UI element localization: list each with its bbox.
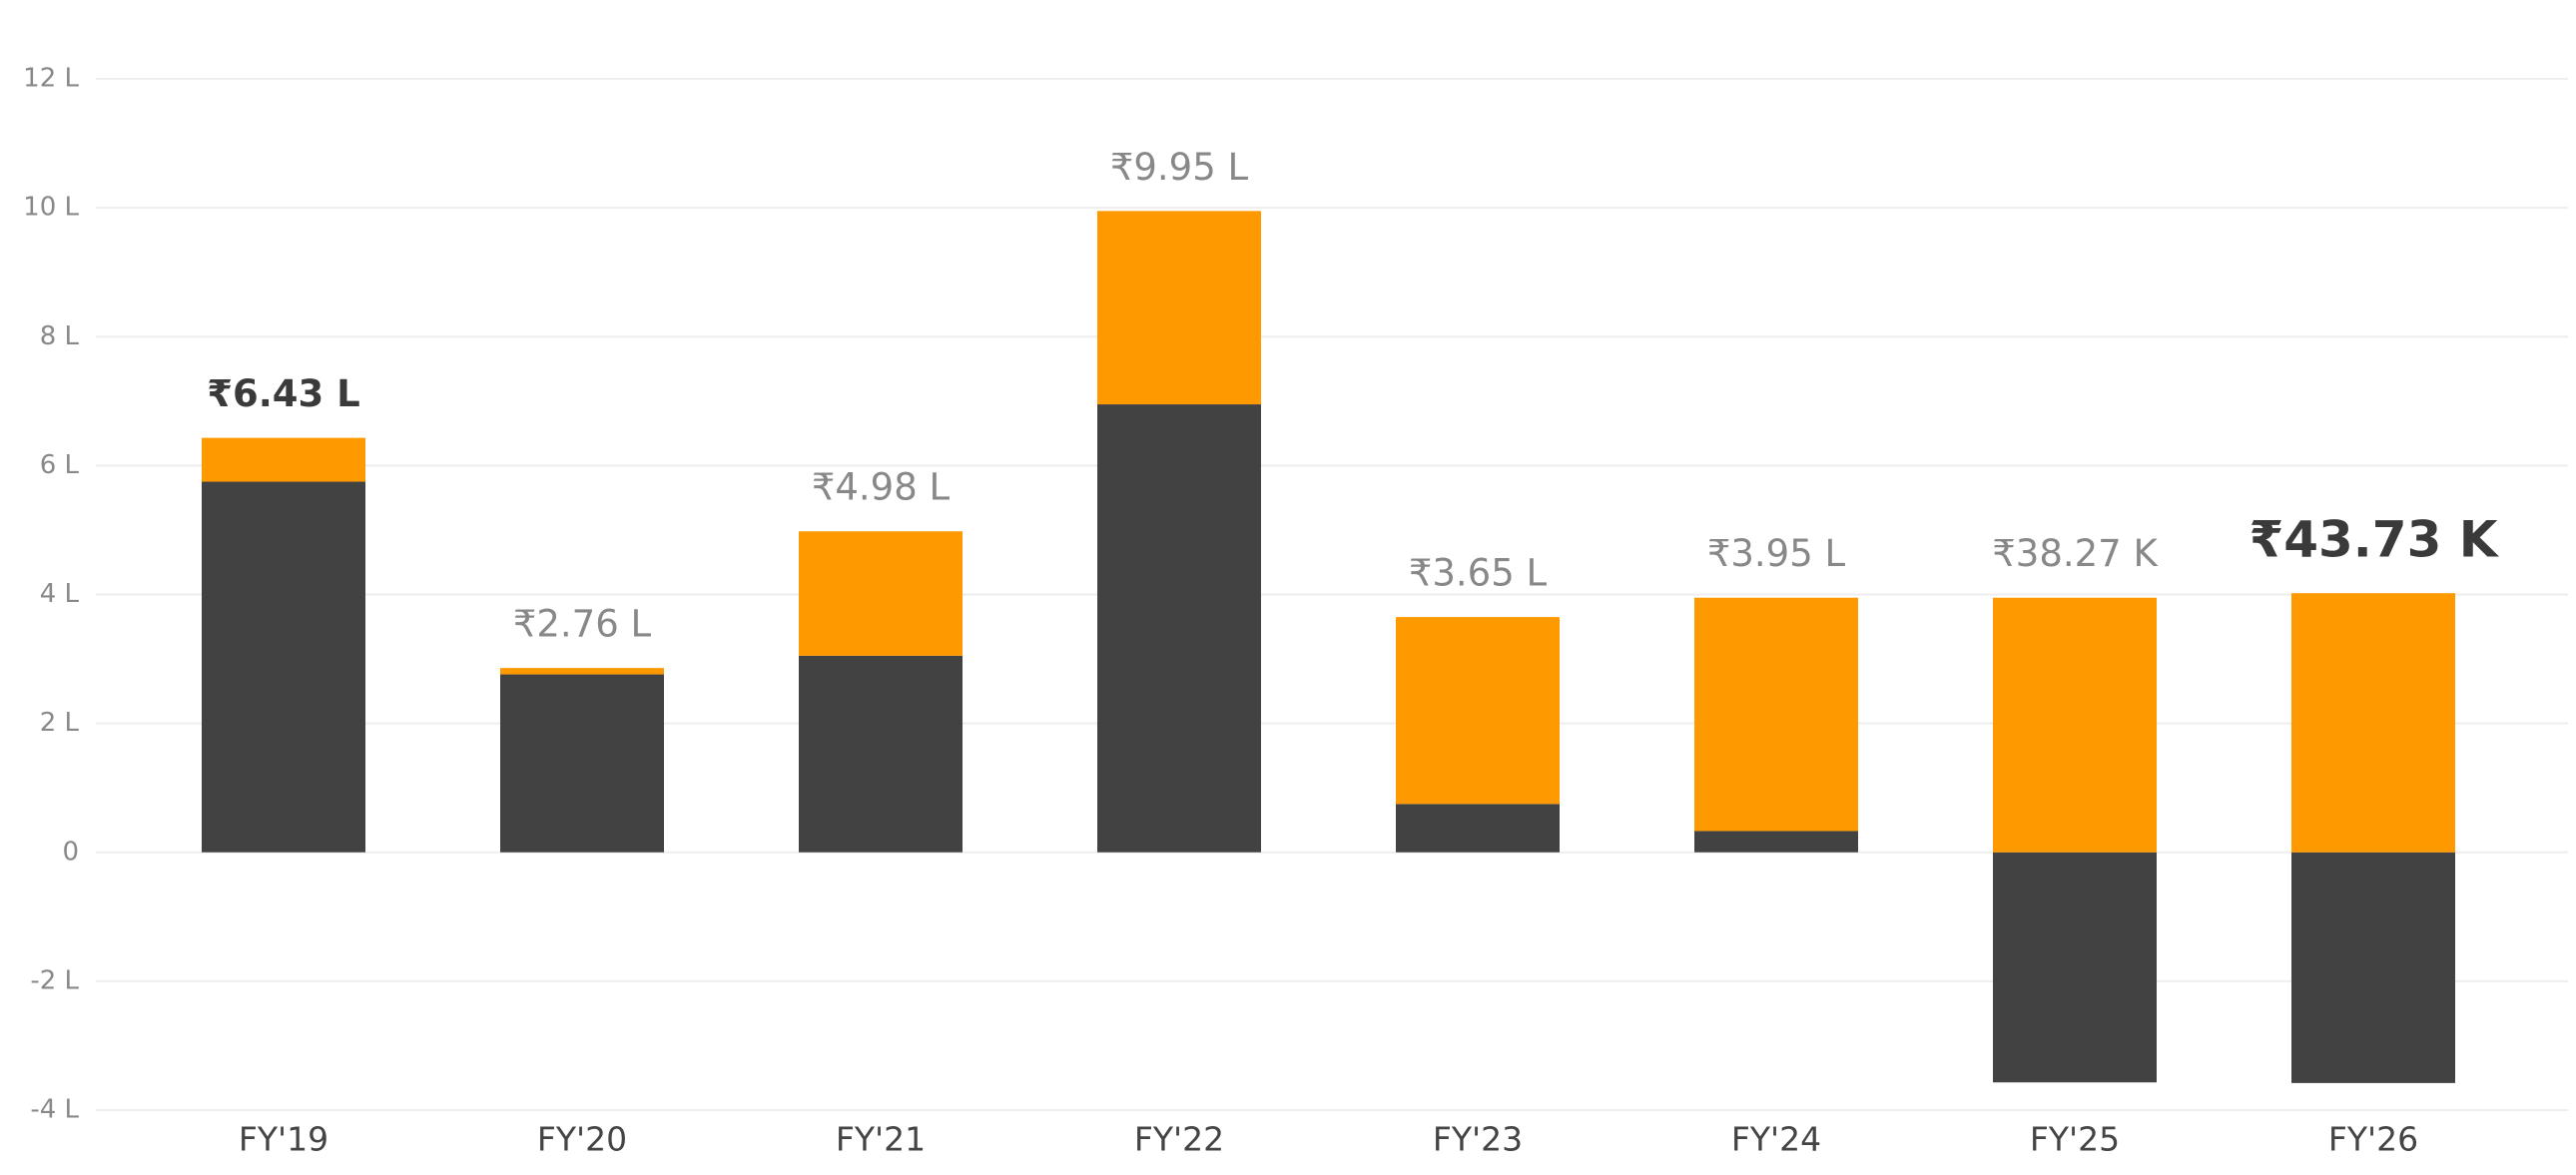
bar-segment	[1694, 597, 1858, 832]
bar-segment	[500, 674, 664, 853]
x-tick-label: FY'20	[537, 1120, 627, 1159]
total-label: ₹3.65 L	[1409, 552, 1548, 595]
bar-segment	[500, 668, 664, 675]
y-tick-label: -2 L	[30, 965, 79, 995]
x-tick-label: FY'24	[1731, 1120, 1821, 1159]
bar-segment	[1993, 852, 2157, 1083]
total-label: ₹3.95 L	[1707, 532, 1846, 575]
bar-segment	[1396, 617, 1560, 805]
x-tick-label: FY'25	[2030, 1120, 2120, 1159]
bar-segment	[202, 481, 365, 853]
total-label: ₹38.27 K	[1992, 532, 2159, 575]
total-label: ₹43.73 K	[2249, 511, 2499, 569]
bar-segment	[1097, 404, 1261, 853]
y-tick-label: 6 L	[40, 450, 80, 480]
y-tick-label: 4 L	[40, 579, 80, 609]
bar-segment	[799, 531, 963, 656]
x-tick-label: FY'22	[1134, 1120, 1224, 1159]
x-tick-label: FY'23	[1433, 1120, 1523, 1159]
bar-segment	[202, 437, 365, 482]
total-label: ₹6.43 L	[207, 372, 360, 415]
total-label: ₹4.98 L	[812, 466, 951, 509]
bar-segment	[1993, 597, 2157, 853]
bar-segment	[1396, 804, 1560, 853]
bar-segment	[2291, 593, 2455, 853]
bar-segment	[1694, 831, 1858, 853]
y-tick-label: 10 L	[23, 193, 79, 223]
total-label: ₹9.95 L	[1110, 146, 1249, 189]
x-tick-label: FY'26	[2328, 1120, 2418, 1159]
bar-segment	[2291, 852, 2455, 1083]
bar-segment	[1097, 211, 1261, 405]
bar-segment	[799, 655, 963, 853]
x-tick-label: FY'21	[836, 1120, 926, 1159]
x-tick-label: FY'19	[239, 1120, 328, 1159]
y-tick-label: 12 L	[23, 64, 79, 94]
y-tick-label: 2 L	[40, 708, 80, 738]
y-tick-label: -4 L	[30, 1095, 79, 1125]
y-tick-label: 0	[62, 837, 79, 867]
y-tick-label: 8 L	[40, 321, 80, 351]
total-label: ₹2.76 L	[513, 603, 652, 646]
